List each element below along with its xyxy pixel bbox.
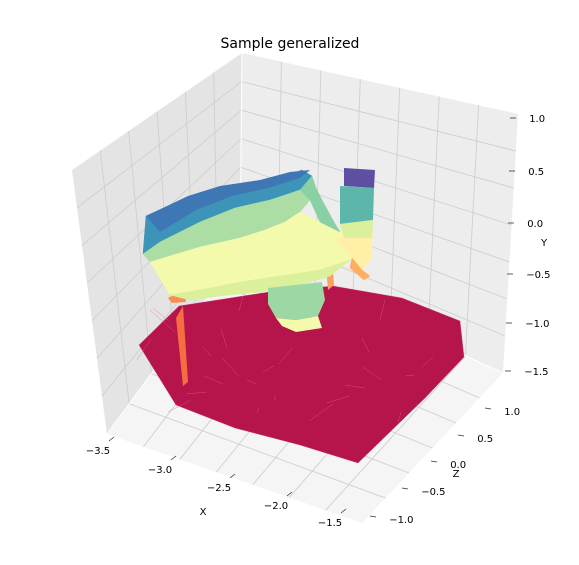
- y-axis-tick-label: −0.5: [526, 270, 550, 281]
- y-axis-tick-label: 0.0: [527, 219, 543, 230]
- z-axis-tick: [484, 407, 492, 410]
- z-axis-tick: [430, 460, 438, 463]
- floor-mesh-line: [136, 338, 152, 361]
- floor-mesh-line: [326, 395, 350, 404]
- y-axis-tick-label: 0.5: [528, 167, 544, 178]
- floor-mesh-line: [397, 411, 402, 423]
- floor-mesh-line: [167, 399, 192, 413]
- y-axis-tick-label: 1.0: [529, 114, 545, 125]
- z-axis-tick-label: 0.0: [450, 460, 466, 471]
- x-axis-tick-label: −3.5: [86, 446, 110, 457]
- floor-mesh-line: [221, 357, 240, 377]
- x-axis-tick: [286, 491, 293, 497]
- x-axis-tick-label: −3.0: [148, 465, 172, 476]
- back-pane: [240, 53, 518, 373]
- floor-mesh-line: [278, 347, 293, 365]
- x-axis-tick: [108, 436, 115, 442]
- top-band: [146, 170, 310, 232]
- y-axis-label: Y: [540, 238, 548, 249]
- right-pillar-low: [340, 220, 373, 238]
- left-spike: [176, 306, 188, 386]
- x-axis-tick: [340, 508, 347, 514]
- z-axis-tick: [457, 434, 465, 437]
- z-axis-tick-label: 1.0: [504, 407, 520, 418]
- chart-title: Sample generalized: [221, 36, 360, 52]
- right-pillar-mid: [340, 186, 374, 224]
- z-axis-tick-label: −0.5: [421, 487, 445, 498]
- floor-mesh-line: [256, 407, 260, 414]
- floor-mesh-line: [379, 299, 386, 321]
- center-blob-top: [268, 282, 325, 320]
- x-axis-tick: [170, 455, 177, 461]
- axes-layer: Sample generalized X Y Z −3.5 −3.0 −2.5 −2.…: [86, 36, 551, 529]
- floor-mesh-line: [220, 328, 228, 349]
- floor-mesh-line: [149, 309, 176, 333]
- x-axis-label: X: [200, 507, 207, 518]
- surface-patch: [169, 259, 351, 301]
- x-axis-tick-label: −2.5: [207, 483, 231, 494]
- x-axis-tick-label: −2.0: [264, 501, 288, 512]
- floor-mesh-line: [404, 374, 416, 377]
- surface-patch: [349, 257, 371, 281]
- floor-mesh-line: [362, 366, 382, 381]
- x-axis-tick-label: −1.5: [318, 518, 342, 529]
- floor-mesh-line: [344, 384, 366, 389]
- surface-layer: [136, 168, 465, 464]
- floor-mesh-line: [308, 403, 334, 422]
- y-axis-tick-label: −1.5: [524, 367, 548, 378]
- floor-mesh-line: [361, 337, 370, 353]
- x-axis-tick: [229, 473, 236, 479]
- floor-mesh-line: [202, 346, 212, 357]
- z-axis-label: Z: [453, 469, 460, 480]
- surface-patch: [299, 175, 341, 233]
- floor-mesh-line: [238, 295, 244, 312]
- floor-mesh-line: [420, 356, 434, 369]
- z-axis-tick: [369, 515, 377, 518]
- z-axis-tick-label: −1.0: [389, 515, 413, 526]
- z-axis-tick: [401, 487, 409, 490]
- floor-mesh-line: [262, 365, 275, 373]
- floor-mesh-line: [246, 379, 257, 385]
- floor-mesh-line: [185, 391, 208, 395]
- floor-mesh-line: [203, 375, 224, 385]
- center-blob-bottom: [276, 316, 322, 332]
- z-axis-tick-label: 0.5: [477, 434, 493, 445]
- right-pillar-top: [344, 168, 375, 188]
- floor-mesh-line: [152, 307, 170, 322]
- y-axis-tick-label: −1.0: [525, 319, 549, 330]
